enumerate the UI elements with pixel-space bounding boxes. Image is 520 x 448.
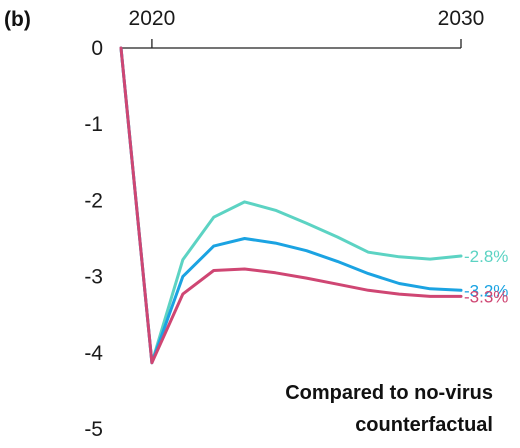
series-end-label-1: -2.8% [464, 247, 508, 266]
series-layer [119, 46, 463, 365]
y-tick-label: -3 [84, 266, 103, 289]
annotation-line-1: Compared to no-virus [285, 382, 493, 404]
series-line-3 [119, 46, 463, 365]
y-tick-label: 0 [91, 37, 103, 60]
y-tick-label: -1 [84, 113, 103, 136]
y-tick-label: -5 [84, 418, 103, 441]
series-end-label-3: -3.3% [464, 287, 508, 306]
y-tick-label: -2 [84, 189, 103, 212]
x-tick-label: 2020 [129, 7, 176, 30]
label-layer: -2.8% -3.2%-3.3% [464, 247, 508, 306]
y-tick-label: -4 [84, 342, 103, 365]
series-line-1 [119, 46, 463, 365]
panel-label: (b) [4, 8, 31, 31]
series-line-2 [119, 46, 463, 365]
series-end-label-2: -3.2% [464, 281, 508, 300]
annotation-line-2: counterfactual [355, 414, 493, 436]
axis-layer: 2020 2030 0 -1 -2 -3 -4 -5 [84, 7, 484, 441]
x-tick-label: 2030 [438, 7, 485, 30]
